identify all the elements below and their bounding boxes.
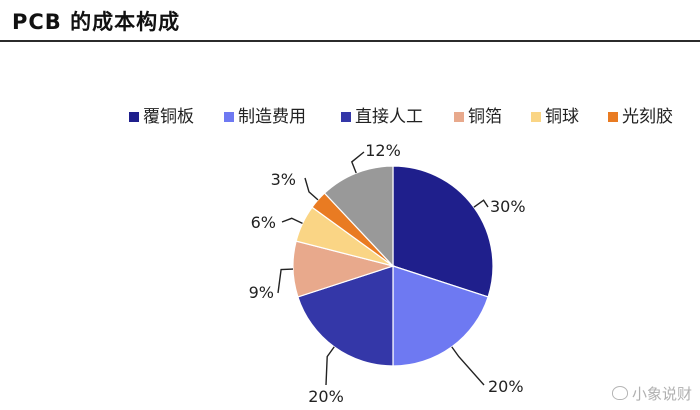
leader-line-6 [350, 151, 365, 174]
watermark: 小象说财 [611, 383, 692, 404]
leader-line-2 [325, 346, 335, 386]
leader-line-4 [281, 217, 303, 225]
pie-slice-2 [297, 265, 394, 367]
legend-item-3: 铜箔 [468, 107, 502, 127]
legend-swatch-2 [341, 112, 351, 122]
data-label-5: 3% [271, 170, 296, 189]
data-label-2: 20% [308, 387, 344, 406]
weibo-icon [611, 386, 628, 400]
leader-line-3 [277, 268, 294, 294]
watermark-text: 小象说财 [631, 385, 692, 403]
data-label-1: 20% [488, 377, 524, 396]
leader-line-5 [304, 177, 319, 201]
legend-swatch-5 [608, 112, 618, 122]
header: PCB 的成本构成 [0, 0, 700, 46]
data-label-0: 30% [490, 197, 526, 216]
legend-swatch-0 [129, 112, 139, 122]
legend-item-0: 覆铜板 [143, 107, 194, 127]
leader-lines [277, 151, 489, 386]
legend-item-4: 铜球 [545, 107, 579, 127]
title-rule [0, 40, 700, 42]
legend-swatch-3 [454, 112, 464, 122]
legend-item-2: 直接人工 [355, 107, 423, 127]
leader-line-1 [451, 346, 485, 386]
pie-slice-6 [323, 165, 394, 268]
pie-slice-0 [392, 165, 494, 298]
page-title: PCB 的成本构成 [12, 10, 181, 34]
pie-slices [292, 165, 494, 367]
legend-item-5: 光刻胶 [622, 107, 673, 127]
pie-slice-1 [392, 265, 489, 367]
data-label-6: 12% [365, 141, 401, 160]
legend-swatch-1 [224, 112, 234, 122]
leader-line-0 [473, 199, 489, 208]
data-label-4: 6% [251, 213, 276, 232]
legend-item-1: 制造费用 [238, 107, 306, 127]
data-labels: 30% 20% 20% 9% 6% 3% 12% [249, 141, 526, 406]
data-label-3: 9% [249, 283, 274, 302]
legend-swatch-4 [531, 112, 541, 122]
chart-legend: 覆铜板 制造费用 直接人工 铜箔 铜球 光刻胶 [129, 107, 673, 127]
